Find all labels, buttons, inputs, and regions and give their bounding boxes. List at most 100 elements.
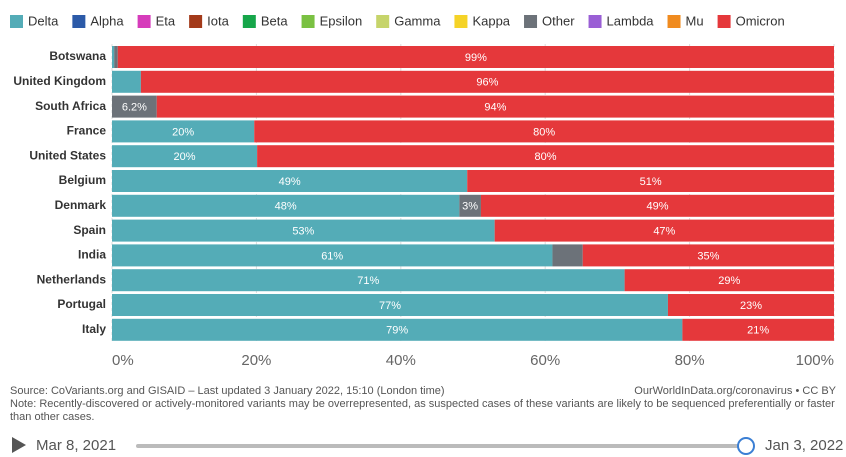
x-tick-label: 100% (796, 352, 834, 369)
credit: OurWorldInData.org/coronavirus • CC BY (634, 385, 836, 397)
legend-label: Beta (261, 13, 289, 28)
bar-segment (494, 219, 834, 242)
legend-label: Lambda (607, 13, 655, 28)
legend-label: Other (542, 13, 575, 28)
bar-segment (552, 244, 583, 267)
legend-swatch (717, 15, 731, 28)
bar-segment (112, 269, 625, 292)
value-label: 29% (718, 275, 740, 287)
value-label: 99% (465, 52, 487, 64)
value-label: 80% (533, 126, 555, 138)
category-label: United Kingdom (13, 74, 106, 88)
legend-swatch (137, 15, 151, 28)
category-label: United States (29, 148, 106, 162)
category-label: Spain (73, 223, 106, 237)
legend-label: Iota (207, 13, 229, 28)
bar-segment (112, 170, 468, 192)
value-label: 51% (640, 176, 662, 188)
category-label: Netherlands (37, 272, 107, 286)
value-label: 20% (172, 126, 194, 138)
play-button[interactable] (12, 437, 26, 453)
bar-segment (667, 294, 834, 316)
value-label: 96% (476, 77, 498, 89)
legend-label: Alpha (90, 13, 124, 28)
bar-segment (112, 219, 495, 242)
x-tick-label: 40% (386, 352, 416, 369)
bar-segment (480, 194, 834, 217)
value-label: 49% (646, 201, 668, 213)
value-label: 71% (357, 275, 379, 287)
category-label: France (67, 124, 107, 138)
bar-segment (624, 269, 834, 292)
legend-swatch (10, 15, 23, 28)
timeline-end: Jan 3, 2022 (765, 437, 843, 454)
legend-label: Gamma (394, 13, 441, 28)
value-label: 61% (321, 250, 343, 262)
legend-swatch (454, 15, 468, 28)
x-tick-label: 0% (112, 352, 134, 369)
timeline-start: Mar 8, 2021 (36, 437, 116, 454)
value-label: 48% (275, 201, 297, 213)
value-label: 20% (174, 151, 196, 163)
x-tick-label: 80% (675, 352, 705, 369)
value-label: 77% (379, 300, 401, 312)
legend-swatch (72, 15, 86, 28)
timeline-handle[interactable] (737, 437, 755, 455)
legend-label: Delta (28, 13, 59, 28)
value-label: 53% (292, 226, 314, 238)
value-label: 21% (747, 325, 769, 337)
bar-segment (140, 70, 834, 93)
legend-swatch (667, 15, 681, 28)
footer: OurWorldInData.org/coronavirus • CC BY S… (10, 385, 836, 424)
value-label: 35% (697, 250, 719, 262)
legend-swatch (242, 15, 256, 28)
legend-swatch (301, 15, 315, 28)
bar-segment (112, 46, 115, 68)
bar-segment (112, 294, 668, 316)
legend-swatch (189, 15, 203, 28)
bar-segment (257, 145, 834, 168)
bar-segment (156, 95, 834, 118)
bar-segment (114, 46, 118, 68)
value-label: 6.2% (122, 102, 147, 114)
bar-segment (459, 194, 481, 217)
value-label: 49% (279, 176, 301, 188)
bar-segment (254, 120, 834, 143)
source: Source: CoVariants.org and GISAID – Last… (10, 385, 445, 397)
category-label: Belgium (59, 173, 106, 187)
legend-label: Kappa (472, 13, 510, 28)
category-label: Portugal (57, 297, 106, 311)
bar-segment (112, 194, 460, 217)
legend-label: Eta (156, 13, 176, 28)
bar-segment (112, 145, 258, 168)
bar-segment (582, 244, 834, 267)
bar-segment (112, 318, 683, 341)
bar-segment (112, 244, 553, 267)
category-label: Denmark (55, 198, 107, 212)
value-label: 23% (740, 300, 762, 312)
bar-segment (682, 318, 834, 341)
category-label: Italy (82, 322, 106, 336)
value-label: 80% (535, 151, 557, 163)
legend-label: Omicron (736, 13, 785, 28)
bar-segment (112, 95, 157, 118)
value-label: 79% (386, 325, 408, 337)
legend-label: Epsilon (320, 13, 363, 28)
value-label: 94% (484, 102, 506, 114)
x-tick-label: 20% (241, 352, 271, 369)
legend-label: Mu (686, 13, 704, 28)
note: Note: Recently-discovered or actively-mo… (10, 398, 835, 423)
bar-segment (112, 120, 255, 143)
value-label: 3% (462, 201, 478, 213)
x-tick-label: 60% (530, 352, 560, 369)
bar-segment (467, 170, 834, 192)
category-label: Botswana (49, 49, 106, 63)
value-label: 47% (653, 226, 675, 238)
bar-segment (112, 70, 141, 93)
legend-swatch (588, 15, 602, 28)
bar-segment (117, 46, 834, 68)
category-label: India (78, 248, 106, 262)
legend-swatch (524, 15, 538, 28)
